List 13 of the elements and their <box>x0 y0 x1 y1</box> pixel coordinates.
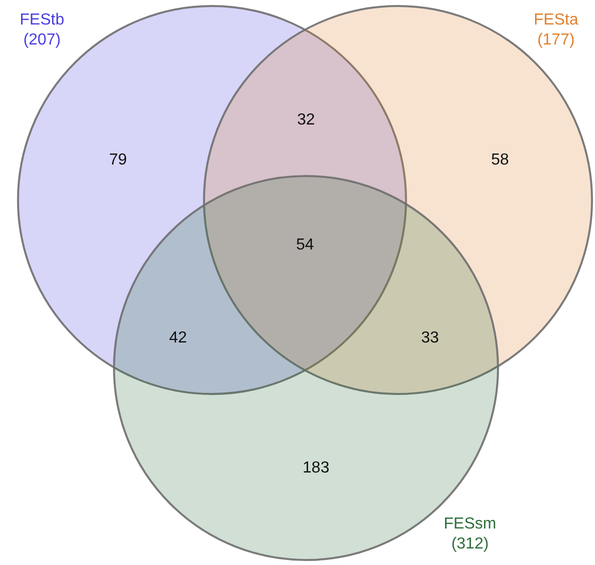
text: 33 <box>421 329 439 346</box>
category-label: FESta <box>534 11 578 28</box>
data-label: (177) <box>537 31 575 48</box>
text: 79 <box>109 151 127 168</box>
data-label: (312) <box>451 535 489 552</box>
text: 54 <box>296 236 314 254</box>
text: 42 <box>169 329 187 346</box>
text: 32 <box>297 111 315 128</box>
data-label: (207) <box>23 31 61 48</box>
category-label: FEStb <box>20 11 64 28</box>
text: 58 <box>491 151 509 168</box>
category-label: FESsm <box>444 515 496 532</box>
text: 183 <box>302 459 330 476</box>
